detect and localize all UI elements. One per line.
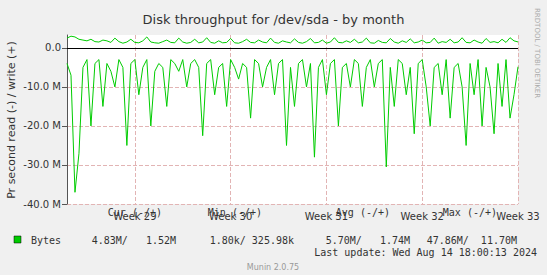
svg-text:Week 31: Week 31 <box>305 211 348 222</box>
svg-text:Bytes: Bytes <box>31 235 61 246</box>
svg-text:Last update: Wed Aug 14 18:00:: Last update: Wed Aug 14 18:00:13 2024 <box>314 247 537 258</box>
svg-text:4.83M/ 1.52M: 4.83M/ 1.52M <box>92 235 176 246</box>
svg-text:-40.0 M: -40.0 M <box>23 199 61 210</box>
svg-text:-10.0 M: -10.0 M <box>23 81 61 92</box>
svg-text:Pr second read (-) / write (+): Pr second read (-) / write (+) <box>5 41 18 199</box>
svg-text:Munin 2.0.75: Munin 2.0.75 <box>247 263 299 272</box>
svg-text:0.0: 0.0 <box>45 42 61 53</box>
svg-text:Week 33: Week 33 <box>496 211 539 222</box>
svg-text:RRDTOOL / TOBI OETIKER: RRDTOOL / TOBI OETIKER <box>533 8 541 98</box>
svg-text:Week 30: Week 30 <box>209 211 252 222</box>
svg-text:-20.0 M: -20.0 M <box>23 120 61 131</box>
svg-text:1.80k/ 325.98k: 1.80k/ 325.98k <box>210 235 294 246</box>
svg-text:Max (-/+): Max (-/+) <box>443 207 497 218</box>
svg-text:Disk throughput for /dev/sda -: Disk throughput for /dev/sda - by month <box>143 12 405 27</box>
svg-text:Week 29: Week 29 <box>113 211 156 222</box>
svg-text:Week 32: Week 32 <box>401 211 444 222</box>
svg-text:-30.0 M: -30.0 M <box>23 159 61 170</box>
svg-text:47.86M/ 11.70M: 47.86M/ 11.70M <box>427 235 517 246</box>
svg-text:Avg (-/+): Avg (-/+) <box>335 206 390 218</box>
svg-text:5.70M/ 1.74M: 5.70M/ 1.74M <box>326 235 410 246</box>
